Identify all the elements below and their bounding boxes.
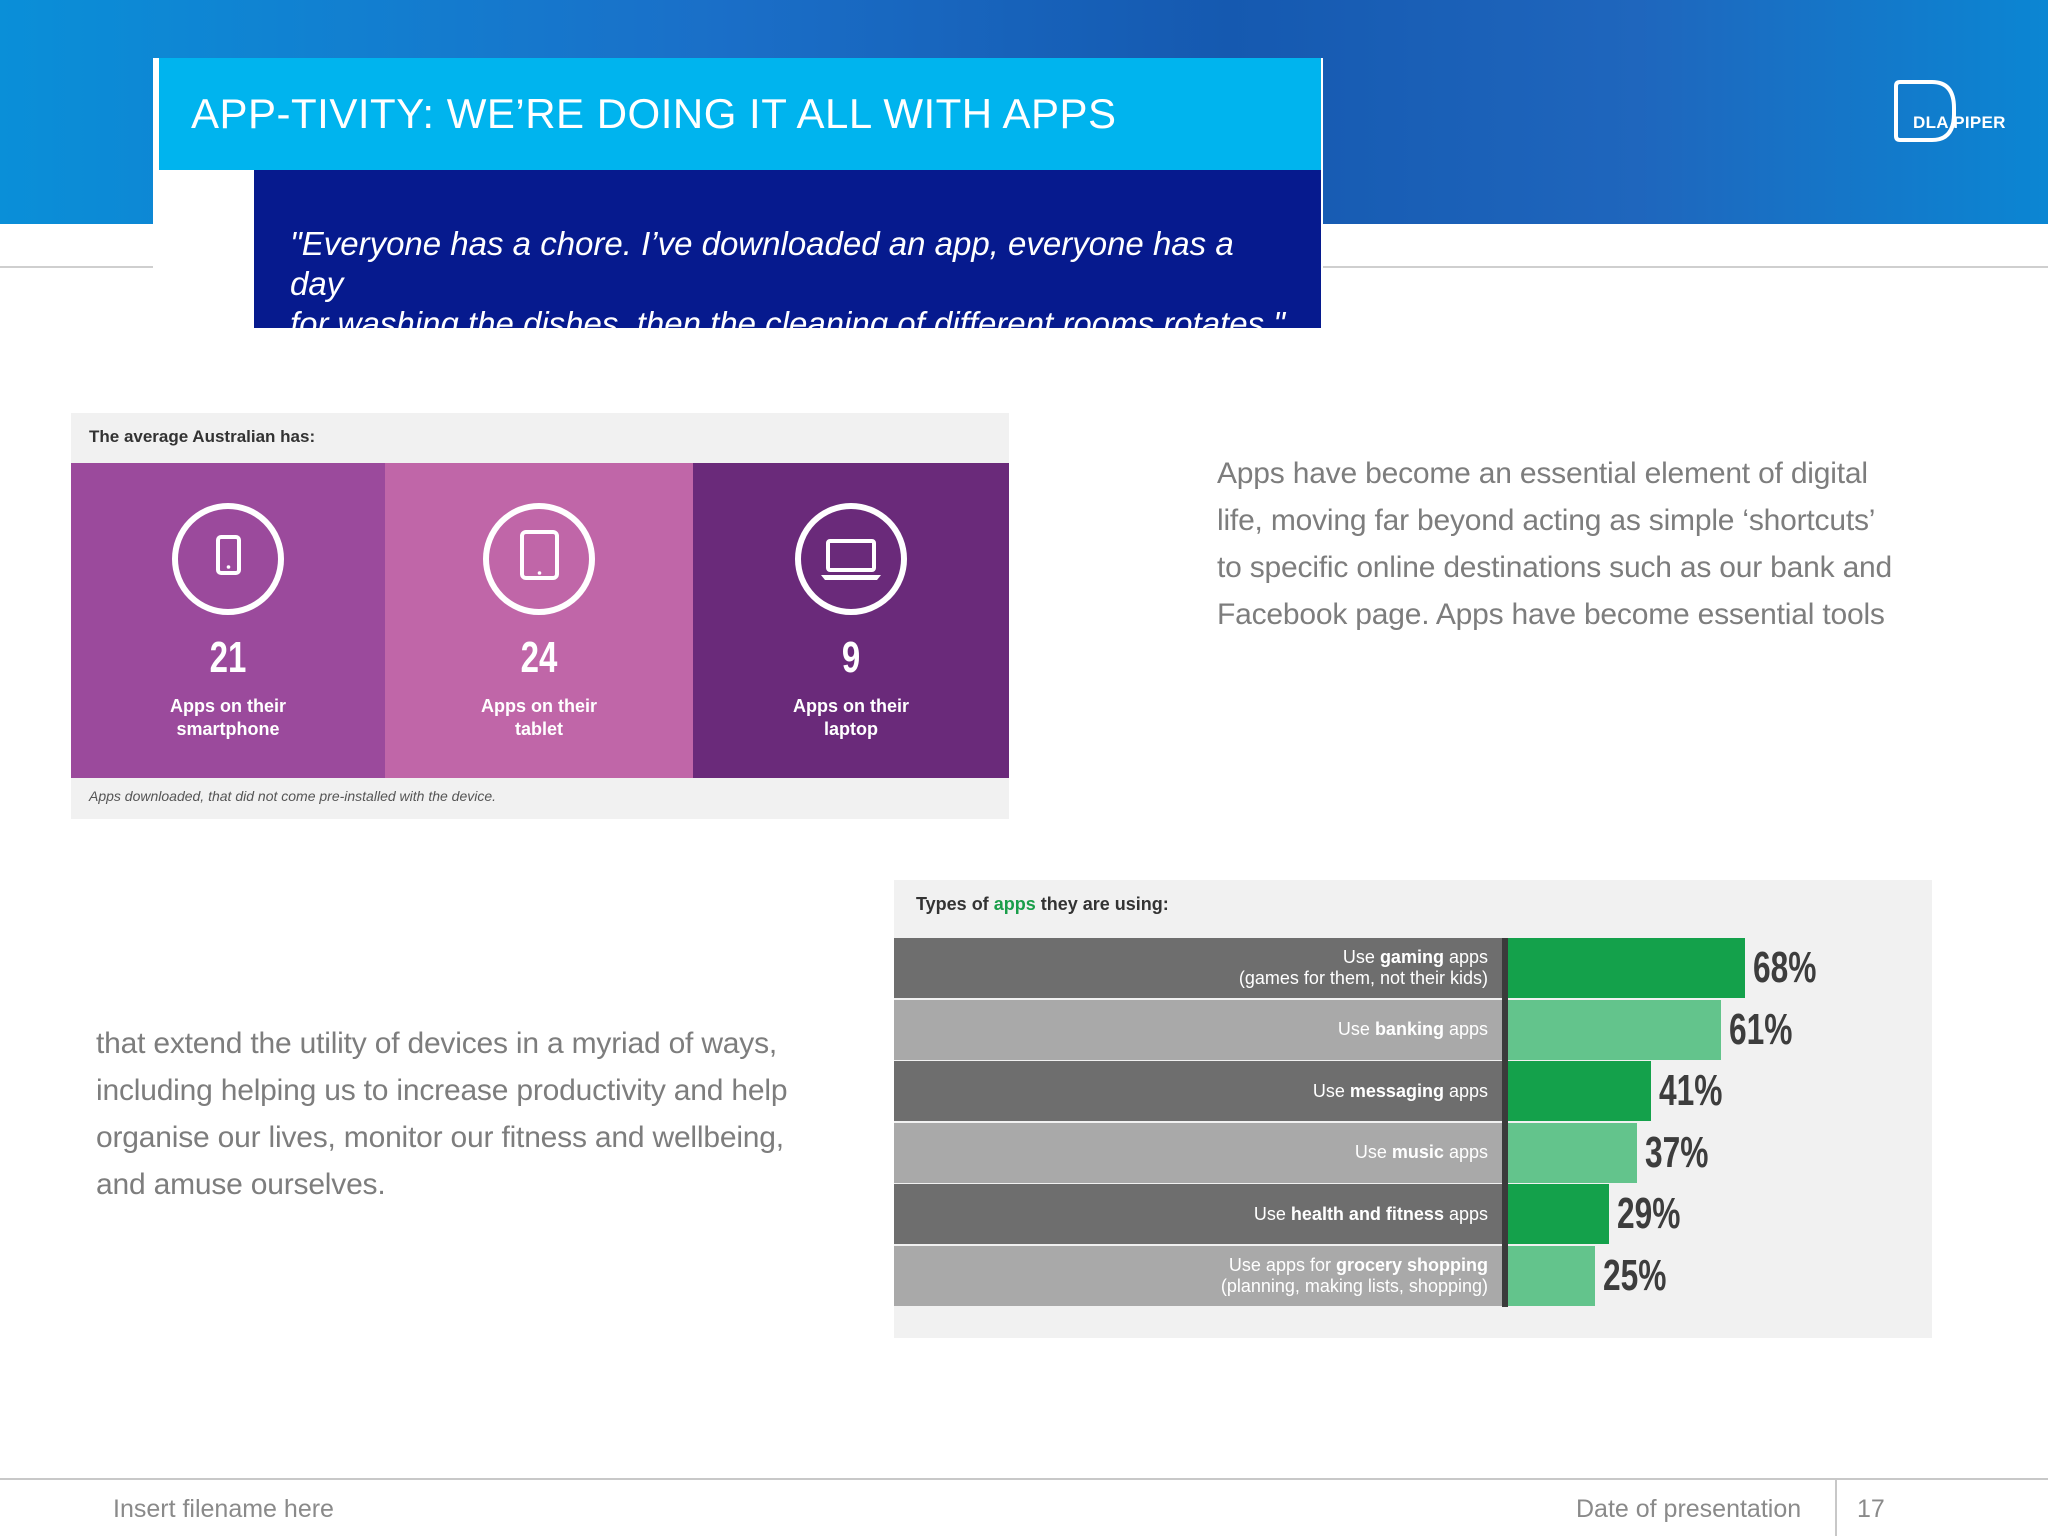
category-label: Use banking apps xyxy=(928,1000,1488,1060)
intro-line-2: life, moving far beyond acting as simple… xyxy=(1217,504,1876,537)
chart-bar xyxy=(1508,1184,1610,1244)
chart-title-highlight: apps xyxy=(993,894,1036,914)
category-label-line2: (games for them, not their kids) xyxy=(1238,968,1488,988)
smartphone-label-line2: smartphone xyxy=(176,719,280,739)
laptop-panel: 9 Apps on their laptop xyxy=(693,463,1009,778)
infographic-footnote: Apps downloaded, that did not come pre-i… xyxy=(89,788,497,804)
category-label-line1: Use music apps xyxy=(1354,1142,1488,1162)
tablet-app-count: 24 xyxy=(520,633,558,682)
chart-data-label: 41% xyxy=(1658,1066,1723,1115)
average-australian-infographic: The average Australian has: 21 Apps on t… xyxy=(71,413,1009,819)
chart-data-label: 25% xyxy=(1603,1250,1667,1300)
chart-data-label: 37% xyxy=(1644,1127,1709,1177)
category-label-line1: Use messaging apps xyxy=(1312,1080,1488,1101)
app-types-bar-chart: Types of apps they are using: Use gaming… xyxy=(894,880,1932,1338)
chart-title-prefix: Types of xyxy=(916,894,994,914)
chart-data-label: 68% xyxy=(1753,943,1817,992)
footer-rule xyxy=(0,1478,2048,1480)
smartphone-app-count: 21 xyxy=(209,633,247,682)
chart-data-label: 61% xyxy=(1728,1004,1793,1054)
category-label: Use gaming apps (games for them, not thei… xyxy=(928,938,1488,998)
laptop-app-count: 9 xyxy=(841,633,861,682)
footer-filename: Insert filename here xyxy=(113,1495,334,1523)
smartphone-label: Apps on their smartphone xyxy=(71,695,385,741)
category-label: Use health and fitness apps xyxy=(928,1184,1488,1244)
continuation-line-3: organise our lives, monitor our fitness … xyxy=(96,1121,784,1154)
category-label-line1: Use banking apps xyxy=(1337,1019,1488,1039)
chart-bar xyxy=(1508,938,1745,998)
chart-title-suffix: they are using: xyxy=(1035,894,1169,914)
category-label: Use music apps xyxy=(928,1123,1488,1183)
dla-piper-logo-icon xyxy=(1894,80,1956,142)
category-label: Use messaging apps xyxy=(928,1061,1488,1121)
chart-row: Use health and fitness apps xyxy=(894,1184,1502,1244)
chart-bar xyxy=(1508,999,1721,1060)
continuation-paragraph: that extend the utility of devices in a … xyxy=(96,1020,788,1208)
infographic-heading: The average Australian has: xyxy=(89,427,316,446)
chart-row: Use apps for grocery shopping (planning, … xyxy=(894,1245,1502,1306)
category-label-line1: Use health and fitness apps xyxy=(1253,1203,1488,1224)
laptop-label-line2: laptop xyxy=(824,719,878,739)
intro-line-3: to specific online destinations such as … xyxy=(1217,551,1893,584)
quote-line-2: for washing the dishes, then the cleanin… xyxy=(290,305,1285,342)
chart-row: Use music apps xyxy=(894,1122,1502,1183)
chart-bar xyxy=(1508,1245,1596,1306)
laptop-label-line1: Apps on their xyxy=(793,696,909,716)
tablet-label-line1: Apps on their xyxy=(481,696,597,716)
category-label-line2: (planning, making lists, shopping) xyxy=(1220,1275,1488,1296)
category-label: Use apps for grocery shopping (planning, … xyxy=(928,1246,1488,1306)
tablet-label-line2: tablet xyxy=(514,719,563,739)
footer-page-number: 17 xyxy=(1857,1495,1885,1523)
chart-bar xyxy=(1508,1122,1637,1183)
tablet-label: Apps on their tablet xyxy=(385,695,693,741)
intro-line-4: Facebook page. Apps have become essentia… xyxy=(1217,598,1885,631)
footer-date: Date of presentation xyxy=(1576,1495,1802,1523)
logo-text: DLA PIPER xyxy=(1913,113,2006,132)
continuation-line-2: including helping us to increase product… xyxy=(96,1074,788,1107)
category-label-line1: Use gaming apps xyxy=(1342,947,1488,967)
smartphone-icon xyxy=(172,503,284,615)
laptop-label: Apps on their laptop xyxy=(693,695,1009,741)
intro-line-1: Apps have become an essential element of… xyxy=(1217,457,1868,490)
footer-separator xyxy=(1835,1478,1837,1536)
quote-box: "Everyone has a chore. I’ve downloaded a… xyxy=(254,170,1321,342)
chart-axis-divider xyxy=(1502,938,1508,1307)
continuation-line-4: and amuse ourselves. xyxy=(96,1168,386,1201)
tablet-panel: 24 Apps on their tablet xyxy=(385,463,693,778)
page-title: APP-TIVITY: WE’RE DOING IT ALL WITH APPS xyxy=(159,58,1321,170)
category-label-line1: Use apps for grocery shopping xyxy=(1228,1254,1488,1275)
chart-row: Use banking apps xyxy=(894,999,1502,1060)
laptop-icon xyxy=(795,503,907,615)
chart-row: Use gaming apps (games for them, not thei… xyxy=(894,938,1502,998)
quote-line-1: "Everyone has a chore. I’ve downloaded a… xyxy=(290,225,1234,302)
chart-title: Types of apps they are using: xyxy=(916,894,1169,915)
smartphone-label-line1: Apps on their xyxy=(170,696,286,716)
intro-paragraph: Apps have become an essential element of… xyxy=(1217,450,1892,638)
continuation-line-1: that extend the utility of devices in a … xyxy=(96,1027,778,1060)
chart-data-label: 29% xyxy=(1617,1189,1681,1238)
tablet-icon xyxy=(483,503,595,615)
smartphone-panel: 21 Apps on their smartphone xyxy=(71,463,385,778)
chart-row: Use messaging apps xyxy=(894,1061,1502,1121)
chart-bar xyxy=(1508,1061,1651,1121)
